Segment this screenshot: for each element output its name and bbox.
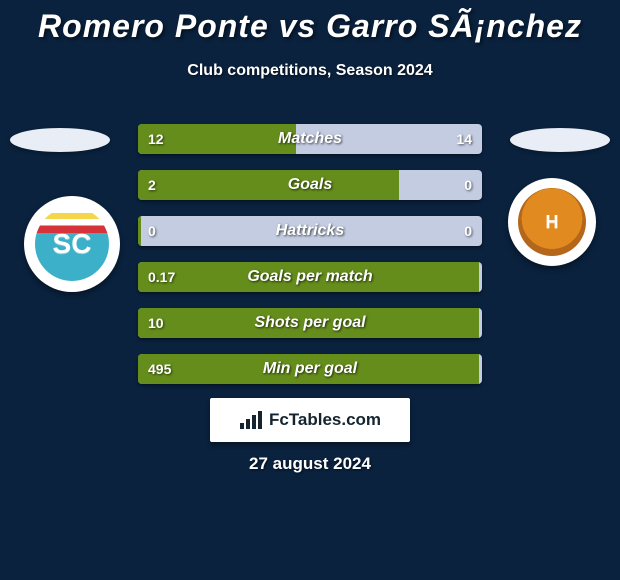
stat-right-value: 0 <box>454 170 482 200</box>
stats-bars: 1214Matches20Goals00Hattricks0.17Goals p… <box>138 124 482 400</box>
stat-row: 10Shots per goal <box>138 308 482 338</box>
brand-logo-icon <box>239 411 263 429</box>
stat-row: 1214Matches <box>138 124 482 154</box>
stat-left-fill <box>138 216 141 246</box>
club-crest-right: H <box>508 178 596 266</box>
player-right-platform <box>510 128 610 152</box>
player-left-platform <box>10 128 110 152</box>
comparison-infographic: Romero Ponte vs Garro SÃ¡nchez Club comp… <box>0 0 620 580</box>
brand-badge: FcTables.com <box>210 398 410 442</box>
footer-date: 27 august 2024 <box>0 454 620 474</box>
stat-row: 0.17Goals per match <box>138 262 482 292</box>
stat-left-fill <box>138 124 296 154</box>
stat-left-value: 0 <box>138 216 166 246</box>
stat-left-fill <box>138 170 399 200</box>
stat-right-value: 14 <box>446 124 482 154</box>
club-crest-right-inner: H <box>518 188 587 257</box>
stat-left-fill <box>138 262 479 292</box>
stat-row: 20Goals <box>138 170 482 200</box>
stat-row: 495Min per goal <box>138 354 482 384</box>
club-crest-left: SC <box>24 196 120 292</box>
page-title: Romero Ponte vs Garro SÃ¡nchez <box>0 8 620 45</box>
page-subtitle: Club competitions, Season 2024 <box>0 62 620 80</box>
stat-row: 0 0Hattricks <box>138 216 482 246</box>
club-crest-left-text: SC <box>53 228 92 260</box>
stat-right-value: 0 <box>454 216 482 246</box>
stat-label: Hattricks <box>138 216 482 246</box>
stat-left-fill <box>138 308 479 338</box>
stat-left-fill <box>138 354 479 384</box>
club-crest-right-text: H <box>546 212 559 233</box>
club-crest-left-inner: SC <box>35 207 110 282</box>
brand-text: FcTables.com <box>269 410 381 430</box>
